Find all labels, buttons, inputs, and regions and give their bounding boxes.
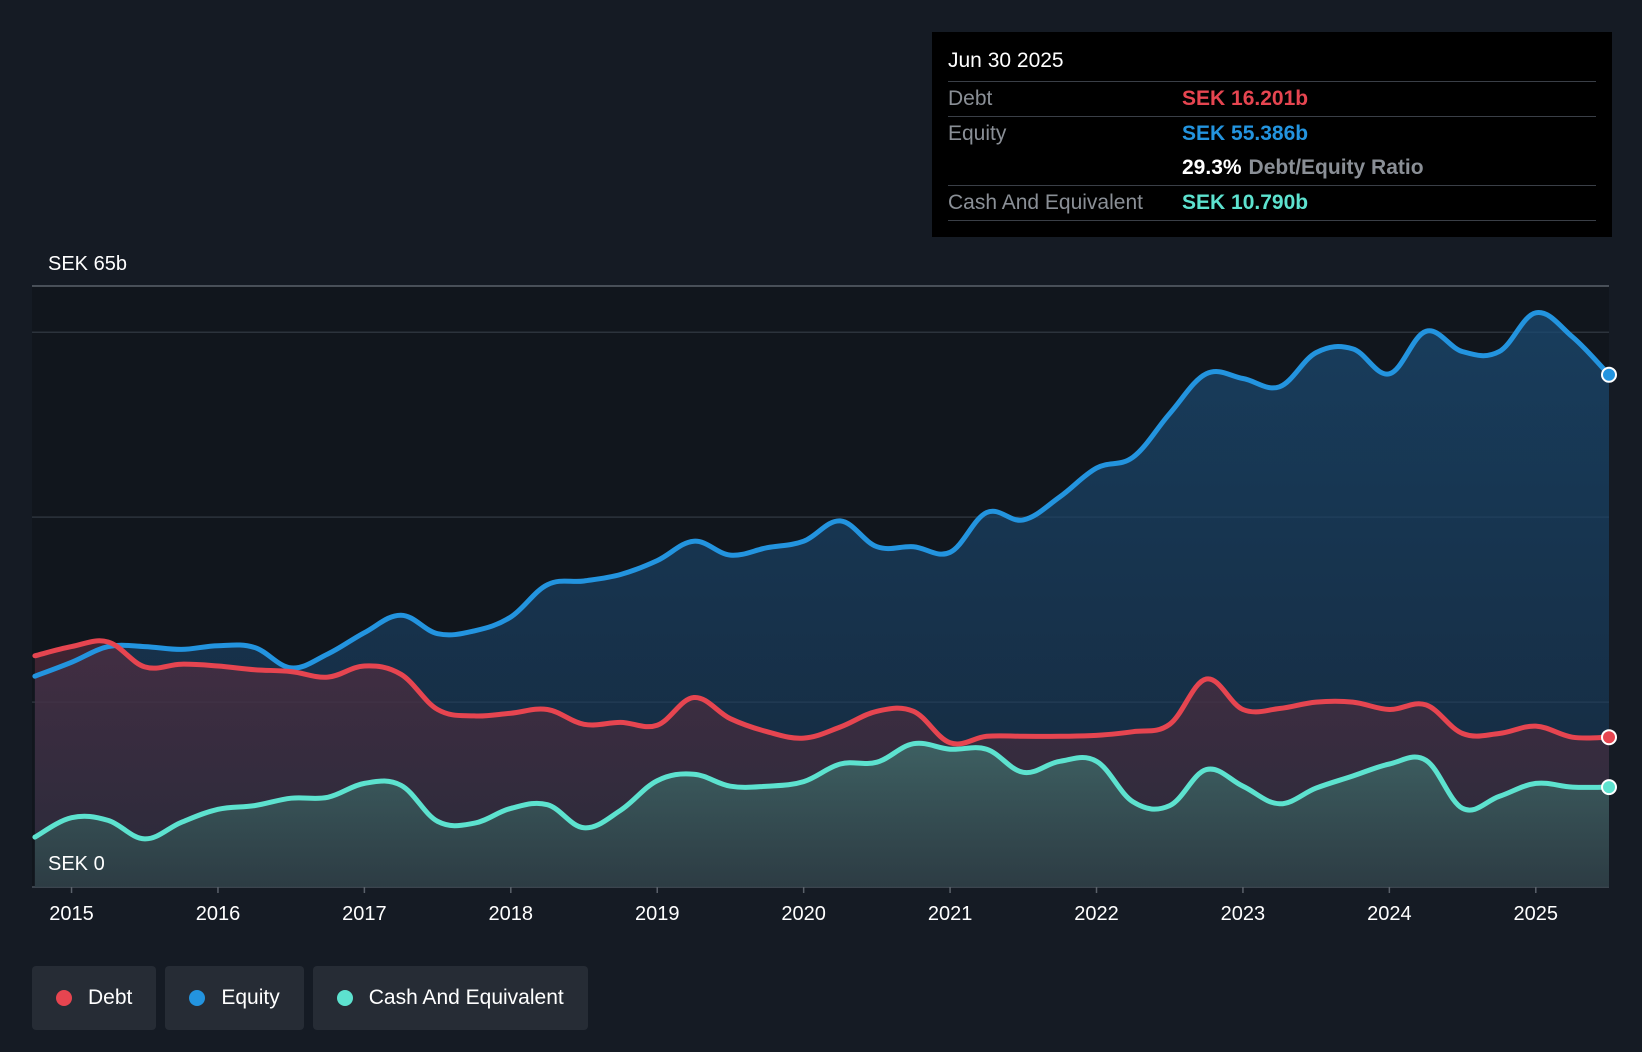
x-tick-label-2018: 2018: [489, 903, 534, 925]
x-tick-label-2021: 2021: [928, 903, 973, 925]
tooltip-ratio-value: 29.3%: [1182, 156, 1242, 179]
tooltip-panel: Jun 30 2025 Debt SEK 16.201b Equity SEK …: [932, 32, 1612, 237]
x-tick-label-2017: 2017: [342, 903, 387, 925]
debt-end-marker: [1601, 729, 1617, 746]
x-tick-label-2019: 2019: [635, 903, 680, 925]
legend-label-cash: Cash And Equivalent: [368, 986, 564, 1009]
x-tick-label-2015: 2015: [49, 903, 94, 925]
legend-label-debt: Debt: [88, 986, 133, 1009]
cash-dot-icon: [336, 990, 353, 1006]
tooltip-debt-label: Debt: [948, 87, 993, 110]
tooltip-date: Jun 30 2025: [948, 49, 1064, 72]
x-tick-label-2022: 2022: [1074, 903, 1119, 925]
y-axis-bottom-label: SEK 0: [48, 853, 105, 875]
equity-dot-icon: [189, 990, 206, 1006]
debt-line: [32, 638, 1612, 747]
legend-item-equity[interactable]: Equity: [165, 966, 304, 1030]
end-markers: [1601, 366, 1617, 796]
x-tick-label-2023: 2023: [1221, 903, 1266, 925]
tooltip-cash-value: SEK 10.790b: [1182, 191, 1309, 214]
tooltip-cash-label: Cash And Equivalent: [948, 191, 1143, 214]
x-tick-label-2020: 2020: [781, 903, 826, 925]
equity-end-marker: [1601, 366, 1617, 383]
equity-line: [32, 310, 1612, 679]
tooltip-ratio-row: 29.3% Debt/Equity Ratio: [948, 151, 1596, 185]
debt-dot-icon: [56, 990, 72, 1006]
tooltip-equity-label: Equity: [948, 122, 1007, 145]
tooltip-ratio-label: Debt/Equity Ratio: [1248, 156, 1424, 179]
tooltip-debt-row: Debt SEK 16.201b: [948, 81, 1596, 116]
tooltip-equity-row: Equity SEK 55.386b: [948, 116, 1596, 151]
series-lines: [32, 310, 1612, 842]
x-axis-ticks: 2015 2016 2017 2018 2019 2020 2021 2022 2023 2024…: [49, 887, 1558, 925]
x-tick-label-2016: 2016: [196, 903, 241, 925]
cash-end-marker: [1601, 779, 1617, 796]
tooltip-debt-value: SEK 16.201b: [1182, 87, 1309, 110]
tooltip-equity-value: SEK 55.386b: [1182, 122, 1309, 145]
legend-item-cash[interactable]: Cash And Equivalent: [312, 966, 588, 1030]
legend-item-debt[interactable]: Debt: [32, 966, 157, 1030]
legend-label-equity: Equity: [221, 986, 280, 1009]
x-tick-label-2024: 2024: [1367, 903, 1412, 925]
cash-area: [34, 743, 1609, 887]
x-tick-label-2025: 2025: [1514, 903, 1559, 925]
y-axis-top-label: SEK 65b: [48, 253, 127, 275]
tooltip-cash-row: Cash And Equivalent SEK 10.790b: [948, 185, 1596, 221]
legend: Debt Equity Cash And Equivalent: [32, 966, 588, 1030]
cash-line: [32, 740, 1612, 842]
